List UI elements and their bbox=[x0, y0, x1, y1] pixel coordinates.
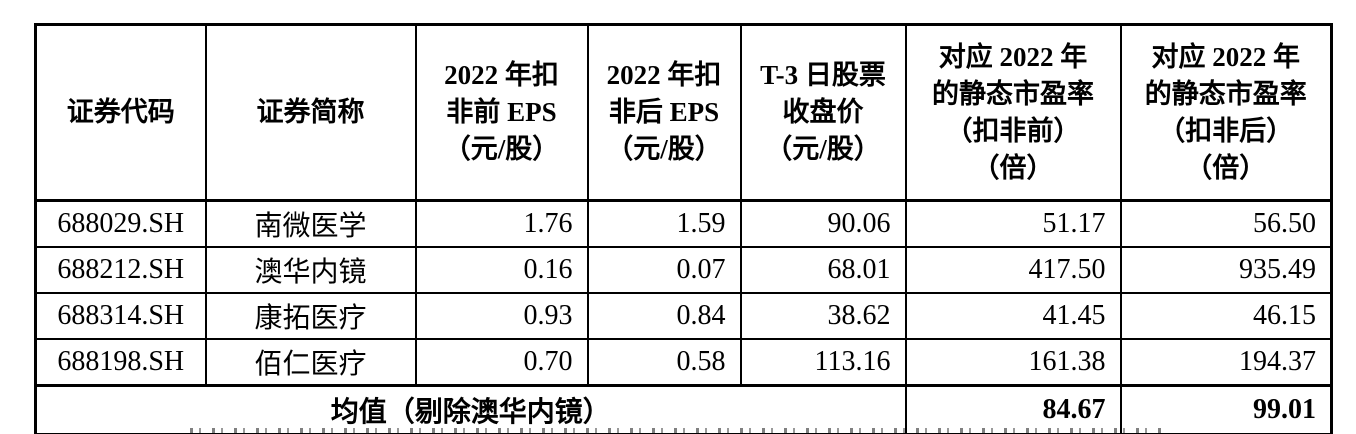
cell-security-code: 688198.SH bbox=[34, 338, 207, 387]
cell-pe-pre: 161.38 bbox=[904, 338, 1122, 387]
clipped-footnote-text bbox=[190, 428, 1162, 433]
mean-pe-pre-cell: 84.67 bbox=[904, 384, 1122, 434]
cell-security-name: 澳华内镜 bbox=[204, 246, 417, 294]
cell-eps-pre: 1.76 bbox=[414, 199, 589, 248]
col-header-pe-post: 对应 2022 年 的静态市盈率 （扣非后） （倍） bbox=[1119, 23, 1333, 202]
col-header-close-price: T-3 日股票 收盘价 （元/股） bbox=[739, 23, 907, 202]
col-header-pe-pre: 对应 2022 年 的静态市盈率 （扣非前） （倍） bbox=[904, 23, 1122, 202]
cell-eps-post: 1.59 bbox=[586, 199, 742, 248]
mean-label-cell: 均值（剔除澳华内镜） bbox=[34, 384, 907, 434]
table-row: 688314.SH 康拓医疗 0.93 0.84 38.62 41.45 46.… bbox=[34, 292, 1333, 340]
col-header-security-name: 证券简称 bbox=[204, 23, 417, 202]
cell-eps-pre: 0.16 bbox=[414, 246, 589, 294]
table-header-row: 证券代码 证券简称 2022 年扣 非前 EPS （元/股） 2022 年扣 非… bbox=[34, 23, 1333, 202]
pe-comparison-table: 证券代码 证券简称 2022 年扣 非前 EPS （元/股） 2022 年扣 非… bbox=[34, 23, 1333, 434]
cell-pe-post: 194.37 bbox=[1119, 338, 1333, 387]
cell-security-code: 688029.SH bbox=[34, 199, 207, 248]
cell-pe-pre: 417.50 bbox=[904, 246, 1122, 294]
col-header-eps-post: 2022 年扣 非后 EPS （元/股） bbox=[586, 23, 742, 202]
cell-pe-post: 56.50 bbox=[1119, 199, 1333, 248]
cell-pe-post: 935.49 bbox=[1119, 246, 1333, 294]
cell-security-name: 南微医学 bbox=[204, 199, 417, 248]
cell-close-price: 68.01 bbox=[739, 246, 907, 294]
cell-pe-pre: 41.45 bbox=[904, 292, 1122, 340]
col-header-security-code: 证券代码 bbox=[34, 23, 207, 202]
cell-security-name: 康拓医疗 bbox=[204, 292, 417, 340]
summary-row: 均值（剔除澳华内镜） 84.67 99.01 bbox=[34, 384, 1333, 434]
col-header-eps-pre: 2022 年扣 非前 EPS （元/股） bbox=[414, 23, 589, 202]
cell-close-price: 38.62 bbox=[739, 292, 907, 340]
cell-eps-post: 0.07 bbox=[586, 246, 742, 294]
cell-eps-pre: 0.70 bbox=[414, 338, 589, 387]
cell-pe-post: 46.15 bbox=[1119, 292, 1333, 340]
table-row: 688198.SH 佰仁医疗 0.70 0.58 113.16 161.38 1… bbox=[34, 338, 1333, 387]
cell-eps-pre: 0.93 bbox=[414, 292, 589, 340]
cell-close-price: 113.16 bbox=[739, 338, 907, 387]
mean-pe-post-cell: 99.01 bbox=[1119, 384, 1333, 434]
table-row: 688029.SH 南微医学 1.76 1.59 90.06 51.17 56.… bbox=[34, 199, 1333, 248]
cell-eps-post: 0.84 bbox=[586, 292, 742, 340]
cell-close-price: 90.06 bbox=[739, 199, 907, 248]
cell-security-code: 688314.SH bbox=[34, 292, 207, 340]
cell-eps-post: 0.58 bbox=[586, 338, 742, 387]
table-row: 688212.SH 澳华内镜 0.16 0.07 68.01 417.50 93… bbox=[34, 246, 1333, 294]
cell-security-code: 688212.SH bbox=[34, 246, 207, 294]
cell-security-name: 佰仁医疗 bbox=[204, 338, 417, 387]
cell-pe-pre: 51.17 bbox=[904, 199, 1122, 248]
